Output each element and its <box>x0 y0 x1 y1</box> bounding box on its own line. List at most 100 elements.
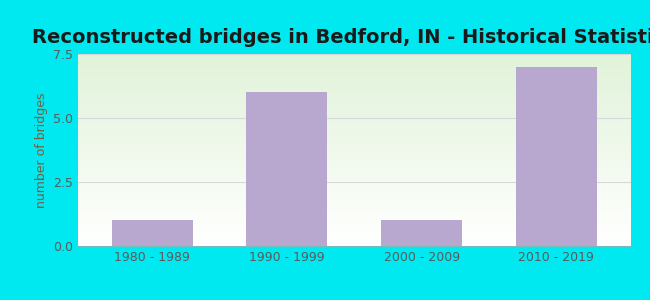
Bar <box>78 165 630 167</box>
Bar <box>78 169 630 171</box>
Bar <box>78 146 630 148</box>
Bar <box>78 212 630 213</box>
Bar <box>78 236 630 238</box>
Bar <box>78 102 630 104</box>
Bar <box>78 231 630 233</box>
Bar <box>78 133 630 135</box>
Bar <box>78 225 630 227</box>
Title: Reconstructed bridges in Bedford, IN - Historical Statistics: Reconstructed bridges in Bedford, IN - H… <box>32 28 650 47</box>
Bar <box>78 85 630 87</box>
Bar <box>78 204 630 206</box>
Bar <box>78 229 630 231</box>
Bar <box>78 142 630 144</box>
Bar <box>78 154 630 156</box>
Bar <box>78 79 630 81</box>
Bar <box>78 92 630 94</box>
Bar <box>78 215 630 217</box>
Bar <box>78 238 630 240</box>
Bar <box>78 188 630 190</box>
Bar <box>78 139 630 140</box>
Bar <box>78 167 630 169</box>
Bar <box>78 161 630 164</box>
Bar <box>78 77 630 79</box>
Bar <box>78 192 630 194</box>
Bar <box>78 96 630 98</box>
Bar <box>78 116 630 117</box>
Bar <box>78 91 630 92</box>
Bar <box>112 220 192 246</box>
Y-axis label: number of bridges: number of bridges <box>34 92 47 208</box>
Bar <box>78 173 630 175</box>
Bar <box>78 158 630 160</box>
Bar <box>78 56 630 58</box>
Bar <box>78 83 630 85</box>
Bar <box>78 181 630 183</box>
Bar <box>78 100 630 102</box>
Bar <box>78 175 630 177</box>
Bar <box>78 62 630 64</box>
Bar <box>78 68 630 69</box>
Bar <box>78 179 630 181</box>
Bar <box>78 223 630 225</box>
Bar <box>381 220 462 246</box>
Bar <box>78 152 630 154</box>
Bar <box>78 69 630 71</box>
Bar <box>78 232 630 235</box>
Bar <box>78 119 630 121</box>
Bar <box>78 75 630 77</box>
Bar <box>78 148 630 150</box>
Bar <box>78 164 630 165</box>
Bar <box>78 242 630 244</box>
Bar <box>78 131 630 133</box>
Bar <box>78 112 630 113</box>
Bar <box>78 156 630 158</box>
Bar <box>78 106 630 108</box>
Bar <box>78 81 630 83</box>
Bar <box>78 117 630 119</box>
Bar <box>78 88 630 91</box>
Bar <box>78 221 630 223</box>
Bar <box>246 92 328 246</box>
Bar <box>78 183 630 184</box>
Bar <box>78 200 630 202</box>
Bar <box>78 64 630 65</box>
Bar <box>78 71 630 73</box>
Bar <box>78 235 630 236</box>
Bar <box>78 94 630 96</box>
Bar <box>78 140 630 142</box>
Bar <box>78 125 630 127</box>
Bar <box>78 184 630 187</box>
Bar <box>78 190 630 192</box>
Bar <box>78 110 630 112</box>
Bar <box>78 98 630 100</box>
Bar <box>78 113 630 116</box>
Bar <box>78 187 630 188</box>
Bar <box>78 194 630 196</box>
Bar <box>78 73 630 75</box>
Bar <box>78 160 630 161</box>
Bar <box>78 240 630 242</box>
Bar <box>78 136 630 139</box>
Bar <box>78 227 630 229</box>
Bar <box>78 150 630 152</box>
Bar <box>78 129 630 131</box>
Bar <box>78 108 630 110</box>
Bar <box>78 206 630 208</box>
Bar <box>78 171 630 173</box>
Bar <box>78 58 630 60</box>
Bar <box>78 217 630 219</box>
Bar <box>78 177 630 179</box>
Bar <box>78 121 630 123</box>
Bar <box>78 196 630 198</box>
Bar <box>516 67 597 246</box>
Bar <box>78 104 630 106</box>
Bar <box>78 219 630 221</box>
Bar <box>78 244 630 246</box>
Bar <box>78 135 630 137</box>
Bar <box>78 127 630 129</box>
Bar <box>78 208 630 209</box>
Bar <box>78 209 630 211</box>
Bar <box>78 144 630 146</box>
Bar <box>78 54 630 56</box>
Bar <box>78 213 630 215</box>
